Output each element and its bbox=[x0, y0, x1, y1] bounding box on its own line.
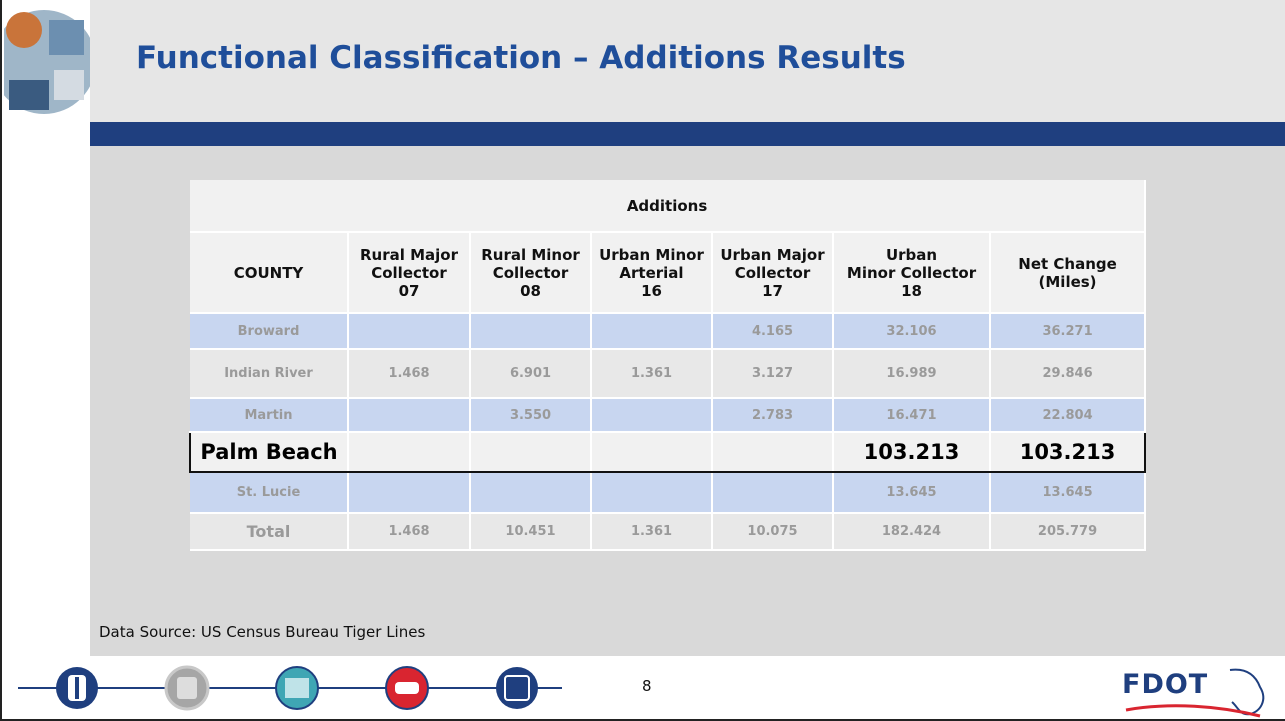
value-cell bbox=[348, 472, 470, 513]
value-cell: 32.106 bbox=[833, 313, 990, 349]
column-header-line: Rural Major bbox=[349, 246, 469, 264]
value-cell: 103.213 bbox=[833, 432, 990, 472]
column-header-line: Arterial bbox=[592, 264, 711, 282]
column-header-line: Collector bbox=[471, 264, 590, 282]
column-header-line: Urban Minor bbox=[592, 246, 711, 264]
value-cell: 3.550 bbox=[470, 398, 591, 432]
column-header-line: 17 bbox=[713, 282, 832, 300]
column-header-line: Minor Collector bbox=[834, 264, 989, 282]
value-cell: 182.424 bbox=[833, 513, 990, 550]
footer-icons bbox=[2, 655, 602, 721]
county-cell: St. Lucie bbox=[190, 472, 348, 513]
value-cell: 1.361 bbox=[591, 513, 712, 550]
value-cell bbox=[591, 398, 712, 432]
logo: FDOT bbox=[1122, 669, 1208, 700]
county-cell: Martin bbox=[190, 398, 348, 432]
value-cell bbox=[591, 472, 712, 513]
value-cell bbox=[591, 313, 712, 349]
value-cell: 22.804 bbox=[990, 398, 1145, 432]
value-cell: 13.645 bbox=[990, 472, 1145, 513]
column-header-line: Urban Major bbox=[713, 246, 832, 264]
value-cell: 29.846 bbox=[990, 349, 1145, 398]
value-cell: 1.468 bbox=[348, 513, 470, 550]
value-cell: 4.165 bbox=[712, 313, 833, 349]
page-number: 8 bbox=[642, 677, 652, 695]
column-header-line: 16 bbox=[592, 282, 711, 300]
value-cell bbox=[348, 432, 470, 472]
slide: Functional Classification – Additions Re… bbox=[0, 0, 1285, 721]
column-header-line: Collector bbox=[713, 264, 832, 282]
corner-image bbox=[4, 0, 90, 125]
value-cell bbox=[348, 313, 470, 349]
column-header-line: Rural Minor bbox=[471, 246, 590, 264]
column-header: Net Change(Miles) bbox=[990, 232, 1145, 313]
value-cell: 10.075 bbox=[712, 513, 833, 550]
value-cell: 6.901 bbox=[470, 349, 591, 398]
county-cell: Indian River bbox=[190, 349, 348, 398]
value-cell: 2.783 bbox=[712, 398, 833, 432]
column-header-line: 18 bbox=[834, 282, 989, 300]
value-cell: 16.989 bbox=[833, 349, 990, 398]
county-cell: Total bbox=[190, 513, 348, 550]
county-cell: Palm Beach bbox=[190, 432, 348, 472]
value-cell bbox=[470, 313, 591, 349]
value-cell bbox=[470, 472, 591, 513]
value-cell: 16.471 bbox=[833, 398, 990, 432]
value-cell: 103.213 bbox=[990, 432, 1145, 472]
column-header: COUNTY bbox=[190, 232, 348, 313]
value-cell: 36.271 bbox=[990, 313, 1145, 349]
value-cell: 10.451 bbox=[470, 513, 591, 550]
value-cell bbox=[348, 398, 470, 432]
source-note: Data Source: US Census Bureau Tiger Line… bbox=[99, 623, 425, 641]
column-header-line: 08 bbox=[471, 282, 590, 300]
column-header-line: Net Change bbox=[991, 255, 1144, 273]
value-cell: 13.645 bbox=[833, 472, 990, 513]
value-cell: 1.361 bbox=[591, 349, 712, 398]
column-header-line: 07 bbox=[349, 282, 469, 300]
slide-title: Functional Classification – Additions Re… bbox=[136, 40, 906, 76]
column-header-line: Collector bbox=[349, 264, 469, 282]
value-cell: 1.468 bbox=[348, 349, 470, 398]
page: Functional Classification – Additions Re… bbox=[0, 0, 1285, 721]
value-cell bbox=[712, 432, 833, 472]
value-cell: 3.127 bbox=[712, 349, 833, 398]
blue-bar bbox=[90, 122, 1285, 146]
value-cell bbox=[470, 432, 591, 472]
column-header-line: COUNTY bbox=[190, 264, 347, 282]
group-header-row: Additions bbox=[190, 180, 1145, 232]
county-cell: Broward bbox=[190, 313, 348, 349]
column-header-line: Urban bbox=[834, 246, 989, 264]
column-header-line: (Miles) bbox=[991, 273, 1144, 291]
value-cell bbox=[591, 432, 712, 472]
value-cell: 205.779 bbox=[990, 513, 1145, 550]
value-cell bbox=[712, 472, 833, 513]
group-header: Additions bbox=[190, 180, 1145, 232]
